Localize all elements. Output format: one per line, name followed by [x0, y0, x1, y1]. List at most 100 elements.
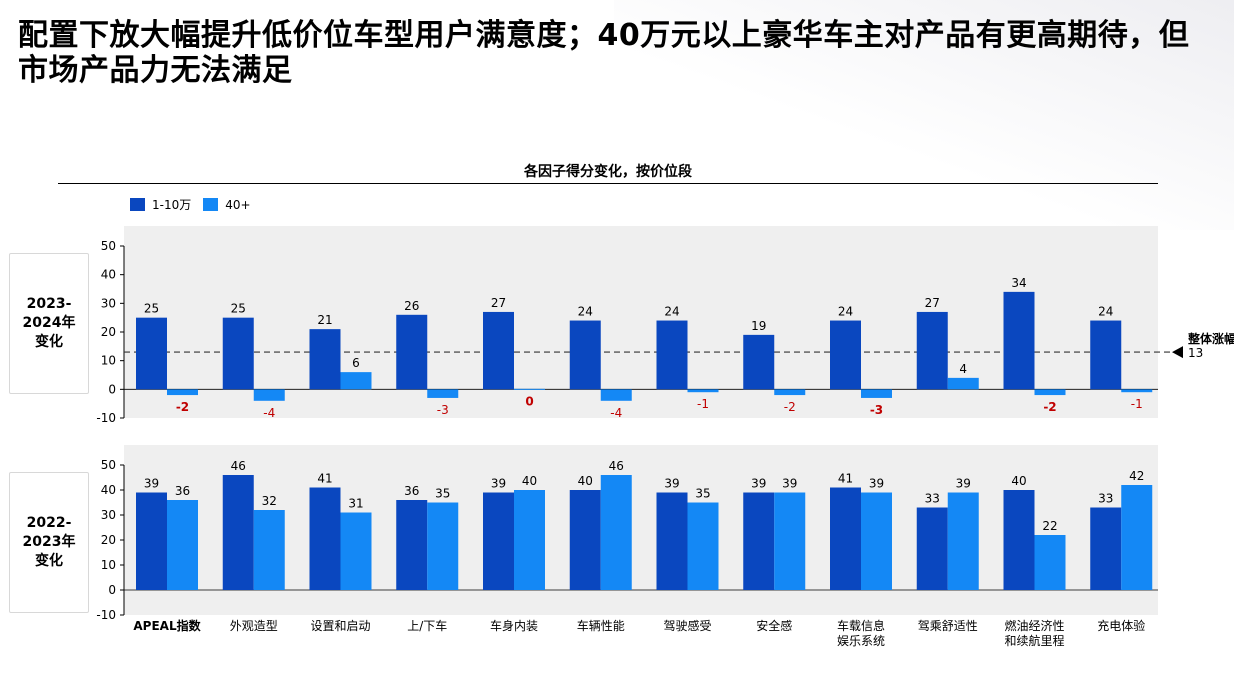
bar-series-1: [743, 334, 775, 390]
bar-series-2: [340, 512, 372, 590]
bar-series-1: [1090, 507, 1122, 590]
x-category-label: 娱乐系统: [837, 634, 885, 648]
background-decoration: [614, 0, 1234, 230]
bar-series-2: [861, 492, 892, 590]
bar-series-1: [222, 475, 254, 590]
bar-series-2: [687, 389, 719, 393]
bar-series-2: [774, 492, 806, 590]
data-label: 40: [1011, 474, 1026, 488]
bar-series-2: [427, 502, 459, 590]
bar-series-1: [136, 492, 167, 590]
y-tick-label: 20: [101, 533, 116, 547]
row-label-text: 2023-2024年变化: [22, 296, 76, 350]
bar-series-1: [483, 492, 514, 590]
bar-series-2: [167, 389, 198, 396]
bar-series-1: [309, 487, 341, 590]
data-label: 40: [522, 474, 537, 488]
bar-series-1: [656, 492, 688, 590]
x-category-label: APEAL指数: [133, 618, 201, 633]
data-label: 24: [664, 305, 679, 319]
y-tick-label: 50: [101, 239, 116, 253]
data-label: -2: [1043, 400, 1056, 414]
bar-series-2: [253, 510, 285, 590]
data-label: 39: [144, 477, 159, 491]
data-label: 46: [609, 459, 624, 473]
bar-series-1: [1003, 490, 1035, 590]
y-tick-label: 30: [101, 296, 116, 310]
y-tick-label: 50: [101, 458, 116, 472]
legend-label: 1-10万: [152, 198, 192, 212]
data-label: -2: [784, 400, 796, 414]
legend-label: 40+: [225, 197, 251, 212]
data-label: 31: [348, 497, 363, 511]
data-label: 24: [1098, 305, 1113, 319]
bar-series-1: [309, 329, 341, 390]
x-category-label: 车辆性能: [577, 618, 625, 633]
bar-series-2: [861, 389, 892, 398]
x-category-label: 安全感: [756, 618, 792, 633]
bar-series-1: [830, 320, 861, 390]
bar-series-1: [396, 500, 428, 590]
y-tick-label: 10: [101, 354, 116, 368]
x-category-label: 燃油经济性: [1004, 618, 1064, 633]
x-category-label: 外观造型: [230, 619, 278, 633]
reference-label: 整体涨幅: [1187, 331, 1234, 346]
x-category-label: 驾乘舒适性: [918, 619, 978, 633]
data-label: -3: [437, 403, 449, 417]
bar-series-2: [167, 500, 198, 590]
data-label: 25: [231, 302, 246, 316]
data-label: -1: [1131, 397, 1143, 411]
x-category-label: 设置和启动: [310, 619, 370, 633]
data-label: 25: [144, 302, 159, 316]
bar-series-2: [947, 492, 979, 590]
x-category-label: 驾驶感受: [663, 618, 711, 633]
x-category-label: 和续航里程: [1004, 633, 1064, 648]
bar-series-2: [1034, 389, 1066, 396]
bar-series-1: [396, 314, 428, 390]
bar-series-2: [947, 377, 979, 390]
y-tick-label: 10: [101, 558, 116, 572]
data-label: 26: [404, 299, 419, 313]
bar-series-2: [774, 389, 806, 396]
bar-series-1: [569, 320, 601, 390]
data-label: 19: [751, 319, 766, 333]
bar-series-1: [222, 317, 254, 390]
data-label: 35: [695, 487, 710, 501]
data-label: -2: [176, 400, 189, 414]
bar-series-1: [569, 490, 601, 590]
plot-background: [124, 445, 1158, 615]
data-label: 39: [664, 477, 679, 491]
bar-series-2: [600, 475, 632, 590]
bar-series-2: [427, 389, 459, 398]
bar-series-1: [1090, 320, 1122, 390]
plot-background: [124, 226, 1158, 418]
data-label: 40: [578, 474, 593, 488]
legend-item-series-1: 1-10万: [130, 196, 191, 213]
data-label: 36: [175, 484, 190, 498]
data-label: 39: [751, 477, 766, 491]
bar-series-1: [830, 487, 861, 590]
data-label: 39: [782, 477, 797, 491]
data-label: 39: [491, 477, 506, 491]
bar-series-2: [687, 502, 719, 590]
data-label: 34: [1011, 276, 1026, 290]
data-label: 41: [317, 472, 332, 486]
data-label: 24: [838, 305, 853, 319]
data-label: 33: [1098, 492, 1113, 506]
bar-series-1: [483, 311, 514, 390]
row-label-text: 2022-2023年变化: [22, 515, 76, 569]
data-label: -3: [870, 403, 883, 417]
legend-swatch-light: [203, 198, 219, 211]
data-label: -1: [697, 397, 709, 411]
data-label: 0: [525, 394, 533, 408]
data-label: 21: [317, 313, 332, 327]
data-label: 27: [491, 296, 506, 310]
bar-series-1: [1003, 291, 1035, 390]
data-label: 24: [578, 305, 593, 319]
title-divider: [58, 183, 1158, 184]
y-tick-label: 30: [101, 508, 116, 522]
data-label: -4: [610, 406, 622, 420]
bar-series-2: [1121, 485, 1153, 590]
data-label: 39: [869, 477, 884, 491]
